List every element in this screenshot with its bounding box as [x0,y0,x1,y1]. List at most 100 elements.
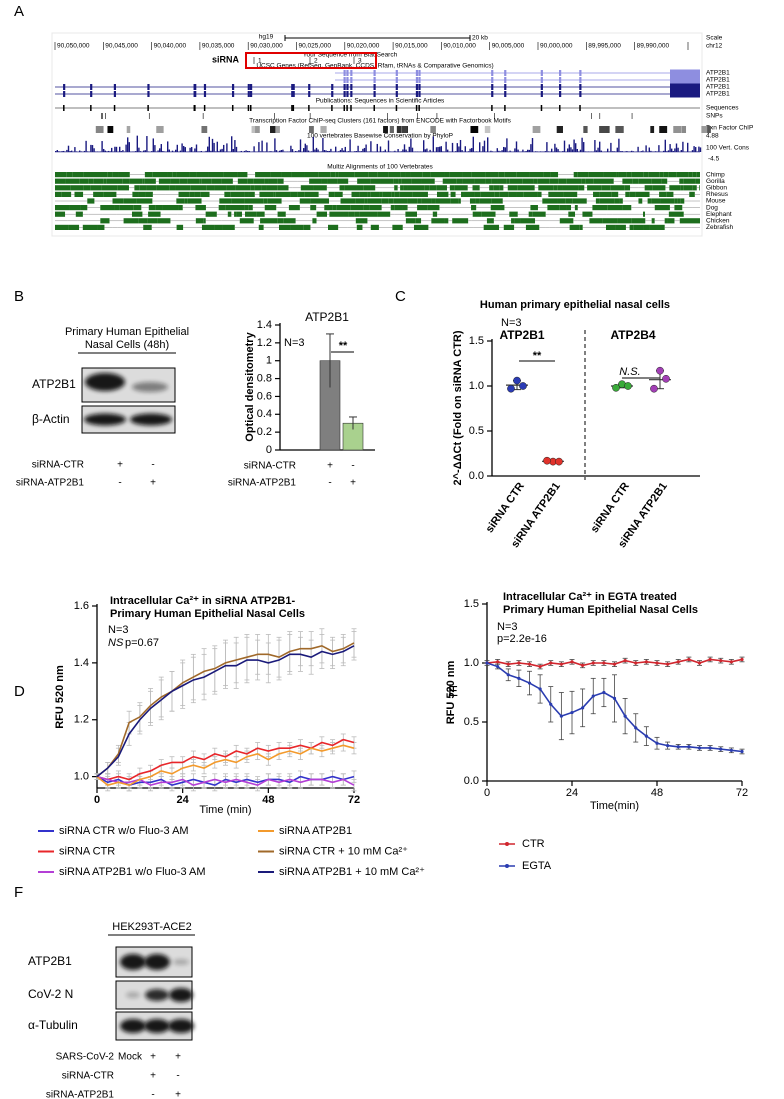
alignment-block [565,198,573,204]
cons-bar [455,151,457,152]
cons-bar [75,151,78,152]
alignment-block [72,172,84,178]
exon [63,91,66,97]
alignment-block [696,172,700,178]
condition-label: siRNA-ATP2B1 [46,1090,115,1099]
alignment-block [264,205,277,211]
point [719,747,723,751]
cons-bar [551,148,553,152]
tf-cluster [484,126,491,133]
alignment-block [178,205,183,211]
blot-title: HEK293T-ACE2 [112,921,191,933]
point [612,383,620,392]
cons-bar [429,149,431,152]
cons-bar [58,151,60,152]
alignment-block [367,191,371,197]
label: Your Sequence from Blat Search [303,52,398,59]
alignment-block [144,172,153,178]
cons-bar [447,149,449,152]
alignment-block [393,178,396,184]
cons-bar [531,138,534,152]
alignment-block [155,205,158,211]
coordinate-label: 90,025,000 [299,43,332,50]
alignment-block [338,172,355,178]
blot-band [144,1019,170,1033]
cons-bar [330,148,332,152]
alignment-block [244,198,253,204]
alignment-block [635,191,650,197]
alignment-block [668,172,677,178]
cons-bar [595,150,598,152]
cons-bar [631,150,633,152]
cons-bar [107,150,110,152]
cons-bar [472,136,474,152]
exon [147,84,150,90]
alignment-block [547,185,554,191]
alignment-block [668,211,684,217]
alignment-block [688,172,693,178]
alignment-block [683,185,693,191]
alignment-block [328,224,339,230]
exon [579,70,582,76]
alignment-block [343,211,349,217]
alignment-block [624,185,631,191]
cons-bar [338,151,340,152]
alignment-block [230,191,245,197]
alignment-block [481,211,496,217]
alignment-block [201,178,212,184]
cons-bar [93,148,95,152]
cons-bar [509,150,511,152]
y-tick-label: 1 [266,355,272,367]
alignment-block [268,178,278,184]
annotation: N=3 [108,624,129,636]
cons-bar [407,151,409,152]
coordinate-label: 90,030,000 [250,43,283,50]
alignment-block [211,178,222,184]
tf-cluster [659,126,668,133]
point [666,662,670,666]
alignment-block [436,191,449,197]
y-tick-label: 1.6 [74,600,89,612]
blot-band [132,382,168,392]
exon [540,84,543,90]
x-tick-label: siRNA CTR [589,480,632,535]
label: Publications: Sequences in Scientific Ar… [316,98,445,105]
alignment-block [259,191,274,197]
label: hg19 [259,34,274,41]
alignment-block [55,185,71,191]
alignment-block [196,172,209,178]
point [527,681,532,685]
point [555,457,563,466]
alignment-block [689,191,695,197]
alignment-block [97,172,108,178]
alignment-block [339,185,345,191]
alignment-block [427,205,440,211]
blot-band [84,413,126,426]
cons-bar [354,151,356,152]
alignment-block [538,185,548,191]
alignment-block [156,185,170,191]
cons-bar [522,149,524,152]
cons-bar [67,145,70,152]
exon [395,84,398,90]
alignment-block [114,205,120,211]
exon [395,70,398,76]
condition-sign: + [175,1052,181,1063]
cons-bar [613,151,615,152]
point [729,748,733,752]
point [708,657,712,662]
cons-bar [698,146,700,152]
cons-bar [261,140,263,152]
legend-label: CTR [522,838,545,850]
alignment-block [516,191,524,197]
cons-bar [215,151,217,152]
cons-bar [600,150,602,152]
point [666,744,670,748]
cons-bar [503,146,505,152]
point [527,662,532,666]
exon [249,91,253,97]
alignment-block [547,205,560,211]
alignment-block [444,172,450,178]
exon [247,84,250,90]
point [506,662,510,666]
